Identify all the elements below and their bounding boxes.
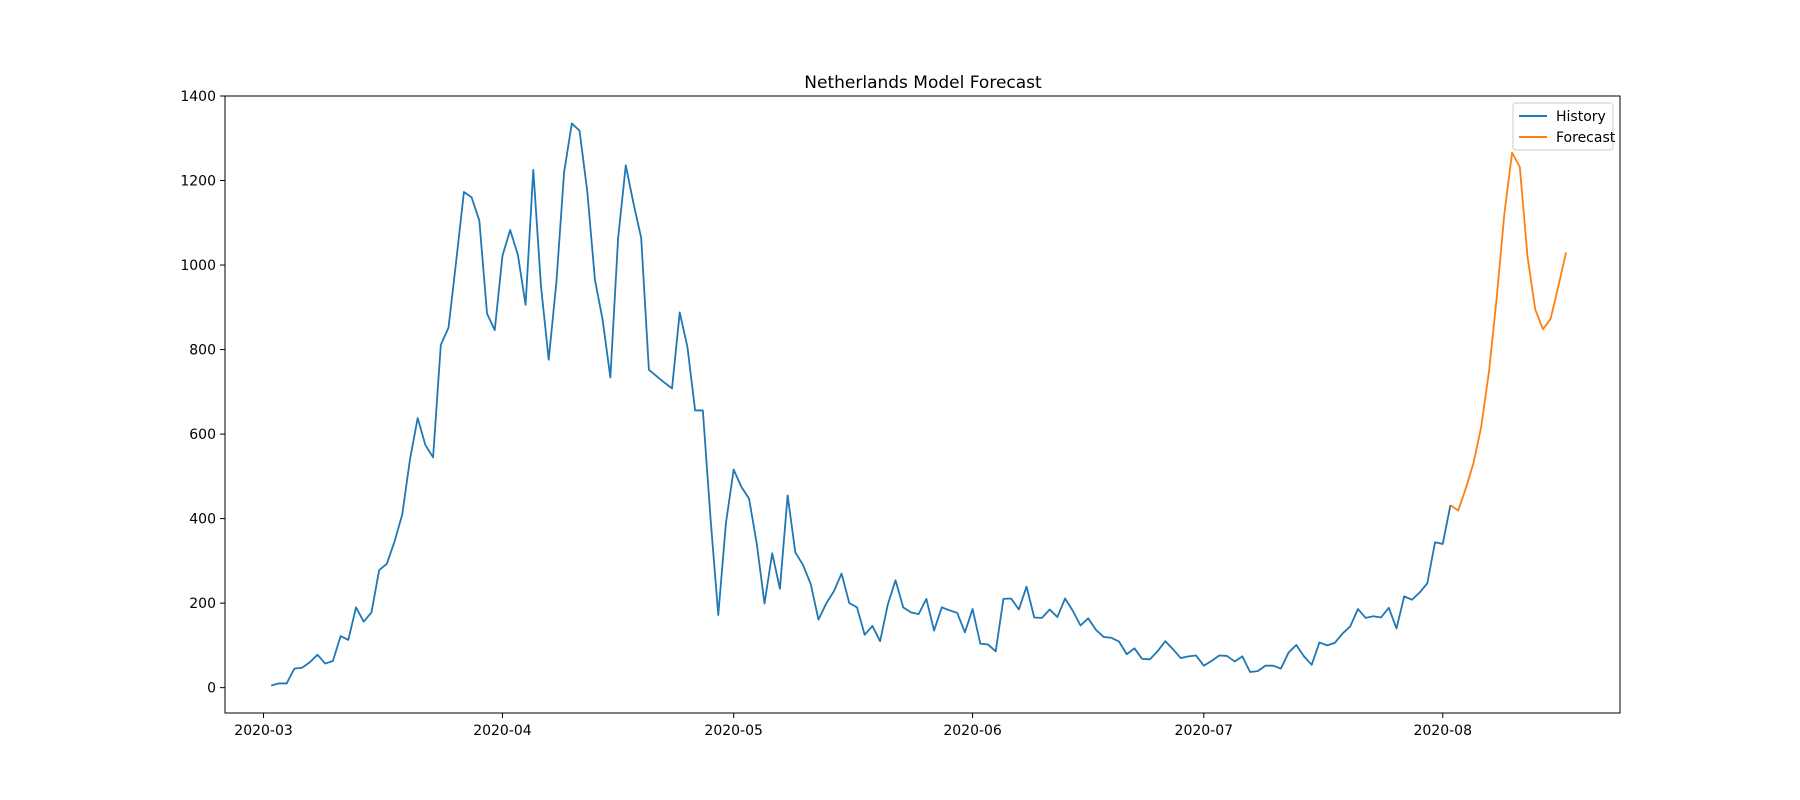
y-tick-label: 200 [189, 596, 216, 612]
plot-area: 2020-03 2020-04 2020-05 2020-06 2020-07 2020-… [180, 89, 1567, 739]
plot-frame [224, 95, 1621, 714]
chart-title: Netherlands Model Forecast [804, 73, 1042, 93]
y-tick-label: 0 [207, 681, 216, 697]
x-tick-label: 2020-07 [1175, 723, 1234, 739]
legend-box [1512, 102, 1614, 151]
y-tick-label: 1400 [180, 89, 216, 105]
x-tick-label: 2020-05 [704, 723, 763, 739]
y-tick-label: 1000 [180, 258, 216, 274]
y-tick-label: 400 [189, 512, 216, 528]
y-tick-label: 600 [189, 427, 216, 443]
x-tick-label: 2020-03 [234, 723, 293, 739]
legend-label-history: History [1556, 109, 1606, 125]
legend-label-forecast: Forecast [1556, 130, 1616, 146]
series-line-history [271, 122, 1452, 687]
y-tick-label: 800 [189, 343, 216, 359]
x-tick-label: 2020-06 [943, 723, 1002, 739]
series-line-forecast [1449, 151, 1567, 512]
x-tick-label: 2020-08 [1413, 723, 1472, 739]
legend: History Forecast [1512, 102, 1616, 151]
x-tick-label: 2020-04 [473, 723, 532, 739]
y-tick-label: 1200 [180, 174, 216, 190]
